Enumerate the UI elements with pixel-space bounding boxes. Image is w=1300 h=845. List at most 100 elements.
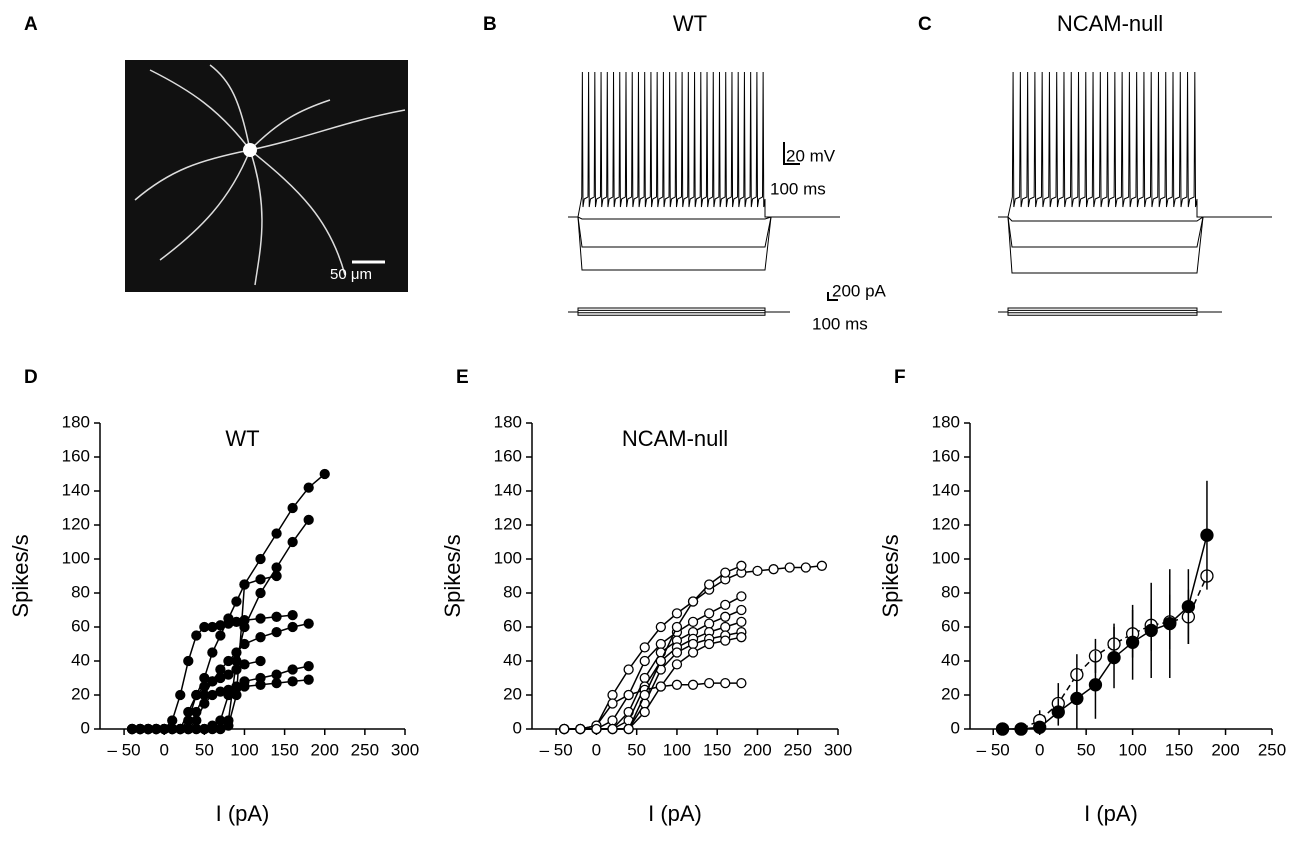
data-point (687, 596, 699, 607)
y-tick-label: 60 (503, 616, 522, 635)
spike-trace (568, 71, 840, 218)
current-step (998, 311, 1222, 316)
data-point (287, 609, 298, 621)
x-tick-label: 200 (311, 740, 339, 759)
y-tick-label: 20 (71, 684, 90, 703)
scale-label: 50 μm (330, 266, 372, 283)
data-point (223, 720, 234, 731)
y-tick-label: 60 (71, 616, 90, 635)
data-point (255, 632, 266, 643)
data-point (175, 689, 186, 701)
x-tick-label: 0 (592, 740, 601, 759)
data-point (239, 659, 250, 670)
y-axis-label: Spikes/s (878, 534, 903, 617)
data-point (736, 616, 747, 628)
data-point (239, 681, 250, 692)
x-tick-label: 300 (824, 740, 852, 759)
data-point (704, 677, 715, 689)
data-point (319, 468, 330, 480)
y-tick-label: 100 (932, 548, 960, 567)
y-tick-label: 120 (494, 514, 522, 533)
series-line (564, 595, 742, 730)
data-point (239, 579, 250, 590)
data-point (1070, 691, 1084, 706)
data-point (255, 574, 266, 585)
data-point (215, 630, 226, 641)
soma (243, 143, 257, 157)
current-step (568, 311, 790, 314)
chart-title: NCAM-null (622, 426, 728, 451)
x-tick-label: – 50 (108, 740, 141, 759)
data-point (687, 647, 699, 658)
x-tick-label: 200 (1211, 740, 1239, 759)
x-tick-label: 0 (159, 740, 168, 759)
series-line (132, 614, 293, 730)
data-point (736, 632, 747, 643)
data-point (199, 698, 210, 709)
data-point (271, 669, 282, 680)
x-tick-label: 50 (195, 740, 214, 759)
panel-title: NCAM-null (1057, 11, 1163, 36)
data-point (671, 679, 683, 690)
data-point (655, 681, 666, 692)
y-tick-label: 40 (71, 650, 90, 669)
traces (568, 71, 1272, 316)
x-tick-label: 250 (784, 740, 812, 759)
panel-label: C (918, 14, 932, 35)
y-tick-label: 160 (494, 446, 522, 465)
data-point (287, 664, 298, 675)
panel-label: A (24, 14, 38, 35)
series-line (564, 565, 742, 730)
data-point (223, 655, 234, 667)
data-point (303, 482, 314, 493)
data-point (720, 677, 731, 689)
data-point (784, 562, 795, 573)
data-point (255, 679, 266, 690)
data-point (175, 723, 186, 735)
scale-bar (827, 292, 838, 301)
data-point (655, 655, 666, 667)
data-point (607, 689, 618, 701)
y-tick-label: 100 (494, 548, 522, 567)
data-point (639, 655, 650, 667)
x-tick-label: 50 (627, 740, 646, 759)
data-point (255, 613, 266, 624)
y-tick-label: 180 (932, 412, 960, 431)
spike-trace (998, 71, 1272, 218)
data-point (671, 608, 683, 619)
data-point (575, 723, 586, 735)
scale-bar (783, 142, 800, 165)
data-point (687, 638, 699, 650)
data-point (207, 647, 218, 658)
x-tick-label: 0 (1035, 740, 1044, 759)
x-tick-label: 100 (230, 740, 258, 759)
scale-label: 100 ms (770, 179, 826, 198)
current-step (568, 309, 790, 313)
x-tick-label: – 50 (540, 740, 573, 759)
y-tick-label: 180 (62, 412, 90, 431)
series-line (564, 631, 742, 730)
data-point (231, 664, 242, 675)
data-point (1107, 650, 1121, 665)
x-tick-label: 200 (743, 740, 771, 759)
x-tick-label: 250 (351, 740, 379, 759)
data-point (559, 723, 570, 735)
data-point (1181, 599, 1196, 614)
data-point (303, 618, 314, 629)
data-point (720, 567, 731, 578)
y-tick-label: 160 (932, 446, 960, 465)
data-point (768, 564, 779, 575)
data-point (655, 621, 666, 633)
neuron (134, 64, 406, 286)
x-axis-label: I (pA) (1084, 801, 1138, 826)
data-point (191, 689, 202, 701)
data-point (287, 676, 298, 687)
data-point (800, 562, 811, 573)
data-point (167, 715, 178, 726)
data-point (736, 677, 747, 689)
data-point (591, 723, 602, 735)
data-point (271, 562, 282, 573)
data-point (191, 715, 202, 726)
data-point (639, 642, 650, 653)
